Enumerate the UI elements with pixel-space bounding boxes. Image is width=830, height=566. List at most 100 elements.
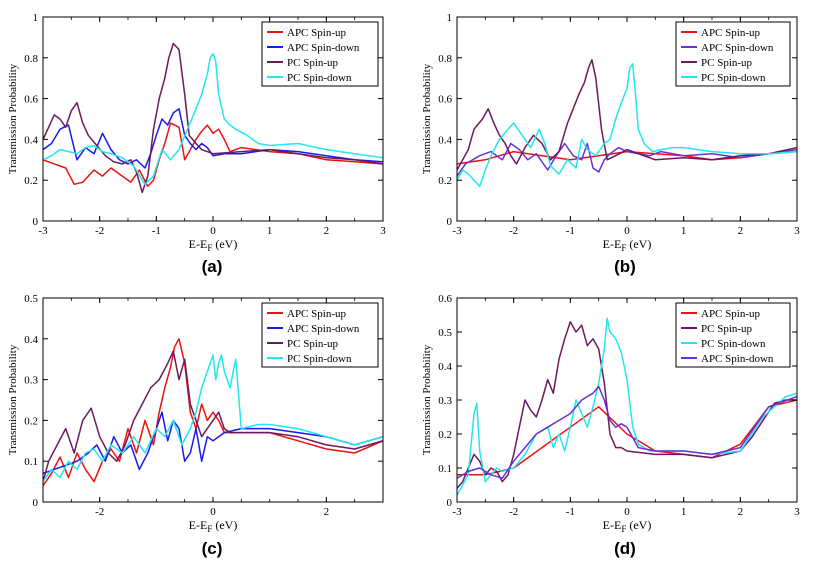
- y-tick-label: 0.2: [438, 429, 452, 441]
- y-tick-label: 0.6: [24, 94, 38, 106]
- series-line-pc-spin-up: [457, 321, 797, 489]
- x-axis-label-main: E-E: [189, 237, 208, 251]
- legend-entry: PC Spin-up: [287, 338, 339, 350]
- y-axis-label: Transmission Probability: [421, 63, 433, 174]
- x-axis-label-sub: F: [207, 524, 212, 534]
- x-tick-label: -3: [38, 225, 48, 237]
- x-tick-label: -2: [509, 225, 518, 237]
- x-tick-label: 3: [794, 225, 800, 237]
- y-tick-label: 0.6: [438, 94, 452, 106]
- x-tick-label: 2: [738, 506, 744, 518]
- legend-entry: APC Spin-down: [287, 42, 360, 54]
- x-axis-label-unit: (eV): [212, 518, 237, 532]
- y-tick-label: 0.1: [438, 463, 452, 475]
- legend-entry: APC Spin-down: [701, 42, 774, 54]
- x-tick-label: -3: [452, 506, 462, 518]
- x-tick-label: 2: [324, 225, 330, 237]
- x-tick-label: -2: [509, 506, 518, 518]
- series-group: [43, 338, 383, 487]
- caption-c: (c): [202, 539, 223, 558]
- y-tick-label: 1: [447, 12, 453, 24]
- x-tick-label: 2: [738, 225, 744, 237]
- series-group: [43, 42, 383, 194]
- x-tick-label: -2: [95, 506, 104, 518]
- y-tick-label: 0.2: [438, 175, 452, 187]
- y-tick-label: 0.5: [24, 293, 38, 305]
- y-tick-label: 0: [447, 216, 453, 228]
- x-axis-label-unit: (eV): [626, 518, 651, 532]
- legend-entry: PC Spin-down: [287, 353, 352, 365]
- legend-entry: APC Spin-up: [701, 308, 760, 320]
- caption-d: (d): [614, 539, 636, 558]
- x-tick-label: 1: [681, 506, 687, 518]
- y-tick-label: 0.4: [438, 361, 452, 373]
- y-tick-label: 0.6: [438, 293, 452, 305]
- series-line-pc-spin-up: [43, 42, 383, 194]
- legend-entry: PC Spin-down: [701, 338, 766, 350]
- y-tick-label: 0.4: [438, 134, 452, 146]
- x-tick-label: -1: [566, 506, 575, 518]
- y-tick-label: 0.2: [24, 415, 38, 427]
- x-tick-label: -2: [95, 225, 104, 237]
- x-tick-label: 0: [624, 506, 630, 518]
- y-tick-label: 0.3: [438, 395, 452, 407]
- y-tick-label: 0.8: [438, 53, 452, 65]
- x-axis-label: E-EF (eV): [189, 237, 238, 253]
- y-axis-label: Transmission Probability: [7, 63, 19, 174]
- y-tick-label: 0.5: [438, 327, 452, 339]
- legend-entry: PC Spin-up: [701, 57, 753, 69]
- legend-entry: APC Spin-down: [701, 353, 774, 365]
- x-tick-label: 2: [324, 506, 330, 518]
- series-line-pc-spin-up: [457, 59, 797, 171]
- y-tick-label: 0.8: [24, 53, 38, 65]
- panel-c: -2 0 2 0 0.1 0.2 0.3 0.4 0.5 E-EF (eV) Transmissio…: [7, 293, 384, 534]
- caption-b: (b): [614, 257, 636, 276]
- series-line-apc-spin-up: [43, 122, 383, 188]
- x-tick-label: -1: [152, 225, 161, 237]
- series-line-apc-spin-up: [457, 399, 797, 476]
- y-tick-label: 0: [447, 497, 453, 509]
- y-tick-label: 0: [33, 497, 39, 509]
- series-line-apc-spin-down: [457, 385, 797, 479]
- y-tick-label: 0.3: [24, 375, 38, 387]
- legend-entry: PC Spin-up: [287, 57, 339, 69]
- x-tick-label: 0: [624, 225, 630, 237]
- x-axis-label-main: E-E: [189, 518, 208, 532]
- x-tick-label: 0: [210, 506, 216, 518]
- panel-a: -3 -2 -1 0 1 2 3 0 0.2 0.4 0.6 0.8 1 E-EF (eV) Transmi…: [7, 12, 386, 253]
- y-tick-label: 0.2: [24, 175, 38, 187]
- legend-entry: APC Spin-up: [287, 27, 346, 39]
- series-line-pc-spin-down: [43, 52, 383, 186]
- x-tick-label: 3: [380, 225, 386, 237]
- y-tick-label: 0.1: [24, 456, 38, 468]
- legend-entry: PC Spin-down: [287, 72, 352, 84]
- panel-b: -3 -2 -1 0 1 2 3 0 0.2 0.4 0.6 0.8 1 E-EF (eV) Transmi…: [421, 12, 800, 253]
- x-axis-label-main: E-E: [603, 518, 622, 532]
- x-tick-label: 3: [794, 506, 800, 518]
- x-axis-label-sub: F: [621, 243, 626, 253]
- series-line-pc-spin-down: [43, 354, 383, 483]
- x-axis-label-unit: (eV): [626, 237, 651, 251]
- y-tick-label: 0.4: [24, 134, 38, 146]
- y-axis-label: Transmission Probability: [421, 344, 433, 455]
- y-tick-label: 1: [33, 12, 39, 24]
- legend-entry: APC Spin-down: [287, 323, 360, 335]
- legend-entry: APC Spin-up: [287, 308, 346, 320]
- series-group: [457, 59, 797, 188]
- y-axis-label: Transmission Probability: [7, 344, 19, 455]
- x-axis-label: E-EF (eV): [189, 518, 238, 534]
- panel-d: -3 -2 -1 0 1 2 3 0 0.1 0.2 0.3 0.4 0.5 0.6 E-EF (eV) Tr…: [421, 293, 800, 534]
- series-line-apc-spin-down: [43, 411, 383, 475]
- legend-entry: APC Spin-up: [701, 27, 760, 39]
- series-group: [457, 317, 797, 496]
- y-tick-label: 0: [33, 216, 39, 228]
- x-axis-label: E-EF (eV): [603, 518, 652, 534]
- legend-entry: PC Spin-up: [701, 323, 753, 335]
- x-axis-label-unit: (eV): [212, 237, 237, 251]
- x-axis-label-sub: F: [207, 243, 212, 253]
- series-line-pc-spin-up: [43, 350, 383, 482]
- x-tick-label: 0: [210, 225, 216, 237]
- x-tick-label: -3: [452, 225, 462, 237]
- x-tick-label: -1: [566, 225, 575, 237]
